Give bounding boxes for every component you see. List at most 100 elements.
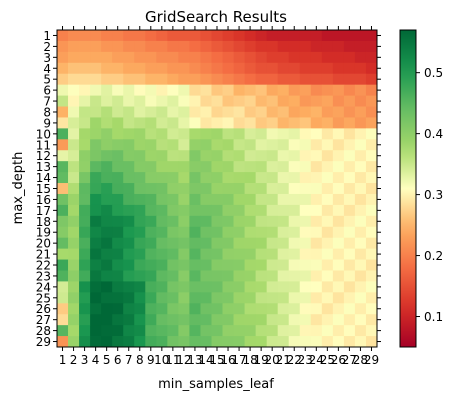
heatmap-cell (156, 226, 168, 239)
heatmap-cell (255, 226, 268, 239)
heatmap-cell (332, 237, 345, 250)
heatmap-cell (167, 292, 179, 304)
heatmap-cell (200, 139, 212, 151)
heatmap-cell (90, 84, 102, 96)
heatmap-cell (233, 237, 245, 250)
heatmap-cell (200, 73, 212, 86)
heatmap-cell (79, 314, 91, 326)
heatmap-cell (68, 73, 80, 86)
heatmap-cell (167, 325, 179, 337)
heatmap-cell (288, 172, 301, 184)
heatmap-cell (299, 40, 312, 53)
heatmap-cell (79, 204, 91, 217)
heatmap-cell (233, 325, 245, 337)
heatmap-cell (101, 84, 113, 96)
heatmap-cell (112, 95, 124, 107)
heatmap-cell (343, 30, 356, 42)
heatmap-cell (332, 292, 345, 304)
heatmap-cell (255, 193, 268, 206)
heatmap-cell (211, 172, 223, 184)
heatmap-cell (90, 161, 102, 173)
heatmap-cell (112, 73, 124, 86)
heatmap-cell (255, 183, 268, 195)
heatmap-cell (189, 84, 201, 96)
heatmap-cell (354, 62, 367, 75)
heatmap-cell (266, 336, 279, 348)
x-axis-ticks: 1 2 3 4 5 6 7 8 9 1011121314151617181920212223242… (59, 26, 379, 367)
heatmap-cell (189, 117, 201, 129)
heatmap-cell (145, 172, 157, 184)
heatmap-cell (178, 336, 190, 348)
heatmap-cell (68, 292, 80, 304)
heatmap-cell (189, 73, 201, 86)
heatmap-cell (156, 336, 168, 348)
heatmap-cell (101, 281, 113, 293)
heatmap-cell (255, 303, 268, 315)
colorbar (399, 29, 417, 348)
heatmap-cell (354, 172, 367, 184)
heatmap-cell (354, 40, 367, 53)
heatmap-cell (189, 161, 201, 173)
heatmap-cell (343, 150, 356, 162)
heatmap-cell (79, 73, 91, 86)
heatmap-cell (277, 292, 290, 304)
heatmap-cell (332, 73, 345, 86)
heatmap-cell (79, 215, 91, 228)
heatmap-cell (288, 62, 301, 75)
heatmap-cell (178, 106, 190, 118)
heatmap-cell (343, 248, 356, 260)
heatmap-cell (79, 226, 91, 239)
heatmap-cell (332, 204, 345, 217)
heatmap-cell (244, 292, 257, 304)
heatmap-cell (244, 204, 257, 217)
y-tick-label: 6 (43, 84, 51, 98)
heatmap-cell (200, 183, 212, 195)
heatmap-cell (244, 303, 257, 315)
x-tick-label: 16 (220, 353, 235, 367)
heatmap-cell (266, 193, 279, 206)
heatmap-cell (112, 40, 124, 53)
heatmap-cell (200, 62, 212, 75)
x-tick-label: 27 (342, 353, 357, 367)
heatmap-cell (288, 237, 301, 250)
heatmap-cell (134, 84, 146, 96)
heatmap-cell (156, 117, 168, 129)
heatmap-cell (299, 204, 312, 217)
heatmap-cell (365, 172, 378, 184)
heatmap-cell (167, 237, 179, 250)
heatmap-cell (277, 84, 290, 96)
heatmap-cell (332, 248, 345, 260)
y-tick-label: 26 (36, 302, 51, 316)
heatmap-cell (365, 95, 378, 107)
heatmap-cell (134, 183, 146, 195)
heatmap-cell (101, 95, 113, 107)
heatmap-cell (123, 51, 135, 64)
heatmap-cell (310, 292, 323, 304)
heatmap-cell (354, 30, 367, 42)
heatmap-cell (200, 226, 212, 239)
heatmap-cell (112, 281, 124, 293)
heatmap-cell (365, 51, 378, 64)
heatmap-cell (167, 51, 179, 64)
heatmap-cell (112, 172, 124, 184)
heatmap-cell (101, 336, 113, 348)
heatmap-cell (222, 95, 234, 107)
heatmap-cell (112, 336, 124, 348)
heatmap-cell (57, 215, 69, 228)
heatmap-cell (68, 237, 80, 250)
heatmap-cell (233, 30, 245, 42)
x-tick-label: 18 (242, 353, 257, 367)
heatmap-cell (57, 150, 69, 162)
heatmap-cell (156, 193, 168, 206)
heatmap-cell (79, 172, 91, 184)
heatmap-cell (156, 204, 168, 217)
heatmap-cell (57, 62, 69, 75)
heatmap-cell (211, 150, 223, 162)
heatmap-cell (332, 281, 345, 293)
heatmap-cell (288, 183, 301, 195)
heatmap-cell (178, 325, 190, 337)
heatmap-cell (222, 161, 234, 173)
heatmap-cell (365, 62, 378, 75)
y-tick-label: 9 (43, 116, 51, 130)
heatmap-cell (156, 30, 168, 42)
